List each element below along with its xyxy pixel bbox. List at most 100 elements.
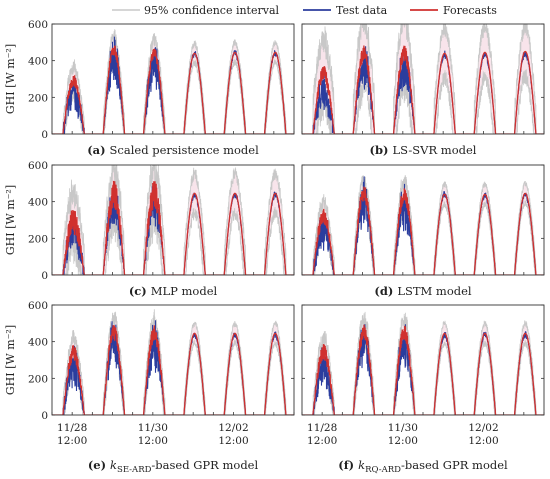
series-forecasts [52, 45, 294, 134]
y-tick-label: 0 [41, 270, 48, 282]
panel-b: (b) LS-SVR model [301, 23, 545, 157]
panel-label: (b) [370, 143, 393, 157]
series-forecasts [52, 325, 294, 415]
legend-forecast-label: Forecasts [443, 4, 497, 17]
panel-caption: (c) MLP model [129, 284, 218, 298]
plot-area [302, 24, 544, 134]
ci-band [52, 29, 294, 134]
caption-kernel: k [358, 458, 365, 472]
caption-kernel: k [110, 458, 117, 472]
panel-label: (d) [374, 284, 397, 298]
panel-caption: (f) kRQ-ARD-based GPR model [338, 458, 508, 475]
series-forecasts [302, 324, 544, 415]
series-forecasts [302, 186, 544, 275]
ci-band [52, 165, 294, 275]
panel-a: 0 200 400 600 GHI [W m⁻²] (a) Scaled persiste… [4, 19, 295, 157]
y-tick-label: 200 [28, 373, 48, 385]
ci-lower-line [302, 67, 544, 134]
panel-label: (e) [88, 458, 110, 472]
caption-text: -based GPR model [401, 458, 508, 472]
x-tick-label-date: 12/02 [218, 422, 248, 434]
ci-band [302, 175, 544, 275]
x-tick-label-time: 12:00 [307, 435, 337, 447]
plot-area [52, 29, 294, 134]
ci-upper-line [52, 165, 294, 275]
y-tick-label: 400 [28, 337, 48, 349]
caption-text: LS-SVR model [392, 143, 476, 157]
panel-frame [51, 23, 295, 135]
ci-lower-line [52, 59, 294, 134]
y-tick-label: 0 [41, 410, 48, 422]
x-tick-label-date: 11/30 [138, 422, 168, 434]
y-tick-label: 0 [41, 129, 48, 141]
ci-band [302, 311, 544, 415]
caption-text: -based GPR model [151, 458, 258, 472]
panel-label: (f) [338, 458, 358, 472]
series-test-data [52, 184, 294, 275]
panel-frame [301, 23, 545, 135]
panel-label: (c) [129, 284, 151, 298]
y-tick-label: 600 [28, 160, 48, 172]
panel-frame [301, 164, 545, 276]
caption-kernel-sub: RQ-ARD [365, 465, 401, 475]
panel-c: 0 200 400 600 GHI [W m⁻²] (c) MLP model [4, 160, 295, 298]
ci-lower-line [302, 334, 544, 415]
caption-text: Scaled persistence model [110, 143, 260, 157]
y-tick-label: 200 [28, 233, 48, 245]
series-test-data [52, 36, 294, 134]
plot-area [52, 309, 294, 415]
ci-band [52, 309, 294, 415]
legend-ci-label: 95% confidence interval [144, 4, 280, 17]
panel-frame [301, 304, 545, 416]
x-tick-label-date: 11/28 [307, 422, 337, 434]
x-tick-label-date: 11/28 [57, 422, 87, 434]
x-tick-label-time: 12:00 [388, 435, 418, 447]
ci-band [302, 24, 544, 134]
ci-upper-line [302, 311, 544, 415]
x-tick-label-time: 12:00 [468, 435, 498, 447]
ci-lower-line [52, 335, 294, 415]
x-tick-label-time: 12:00 [57, 435, 87, 447]
y-tick-label: 400 [28, 197, 48, 209]
y-tick-label: 200 [28, 92, 48, 104]
y-axis-label: GHI [W m⁻²] [4, 185, 17, 255]
ci-upper-line [302, 175, 544, 275]
panel-d: (d) LSTM model [301, 164, 545, 298]
panel-frame [51, 304, 295, 416]
ci-lower-line [302, 196, 544, 275]
series-test-data [302, 176, 544, 275]
x-tick-label-time: 12:00 [218, 435, 248, 447]
panel-label: (a) [87, 143, 109, 157]
ci-upper-line [302, 24, 544, 134]
series-test-data [302, 46, 544, 134]
y-tick-label: 600 [28, 300, 48, 312]
panel-caption: (d) LSTM model [374, 284, 472, 298]
panel-caption: (b) LS-SVR model [370, 143, 477, 157]
caption-text: MLP model [151, 284, 218, 298]
ci-lower-line [52, 199, 294, 275]
y-tick-label: 600 [28, 19, 48, 31]
series-test-data [52, 320, 294, 415]
panel-frame [51, 164, 295, 276]
series-test-data [302, 324, 544, 415]
series-forecasts [302, 45, 544, 134]
plot-area [52, 165, 294, 275]
legend: 95% confidence interval Test data Foreca… [112, 4, 497, 17]
x-tick-label-date: 11/30 [388, 422, 418, 434]
ci-upper-line [52, 309, 294, 415]
y-axis-label: GHI [W m⁻²] [4, 325, 17, 395]
series-forecasts [52, 180, 294, 275]
plot-area [302, 311, 544, 415]
panel-caption: (a) Scaled persistence model [87, 143, 259, 157]
x-tick-label-date: 12/02 [468, 422, 498, 434]
caption-text: LSTM model [397, 284, 472, 298]
y-axis-label: GHI [W m⁻²] [4, 44, 17, 114]
caption-kernel-sub: SE-ARD [117, 465, 152, 475]
ci-upper-line [52, 29, 294, 134]
y-tick-label: 400 [28, 56, 48, 68]
plot-area [302, 175, 544, 275]
x-tick-label-time: 12:00 [138, 435, 168, 447]
